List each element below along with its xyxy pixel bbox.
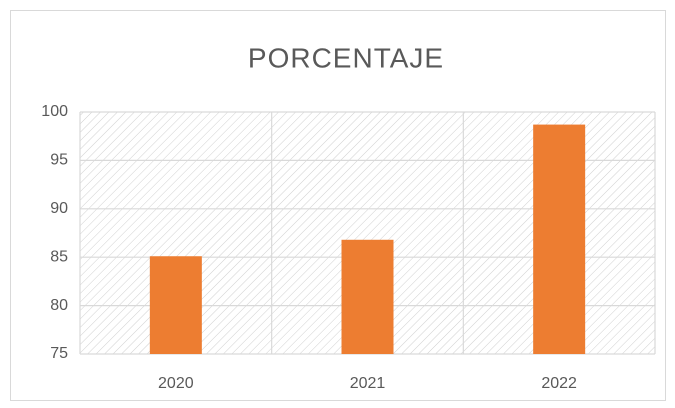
y-tick-label: 85	[50, 248, 68, 265]
chart-title: PORCENTAJE	[248, 42, 444, 73]
y-tick-label: 75	[50, 345, 68, 362]
y-tick-label: 95	[50, 152, 68, 169]
x-tick-label: 2020	[158, 375, 194, 392]
bar	[533, 124, 586, 354]
y-tick-label: 80	[50, 297, 68, 314]
x-tick-label: 2022	[541, 375, 577, 392]
bar	[149, 256, 202, 354]
x-tick-label: 2021	[350, 375, 386, 392]
bar	[341, 239, 394, 354]
y-tick-label: 100	[41, 103, 68, 120]
y-tick-label: 90	[50, 200, 68, 217]
